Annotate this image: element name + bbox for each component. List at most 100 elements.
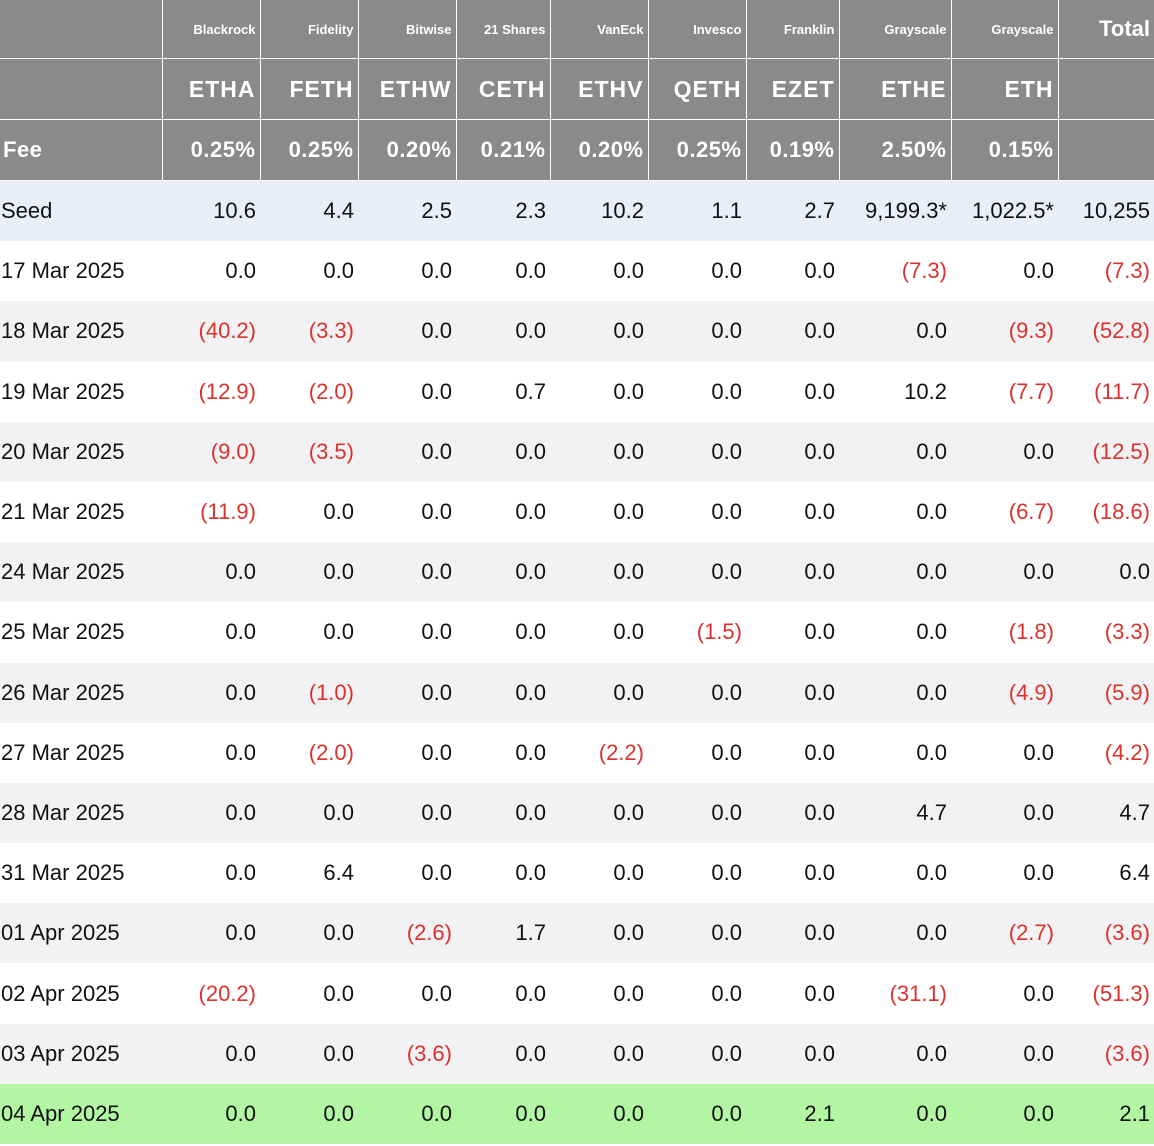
flow-cell: 0.0: [839, 602, 951, 663]
table-row: 17 Mar 2025 0.0 0.0 0.0 0.0 0.0 0.0 0.0 (7.3) 0.0…: [0, 241, 1154, 302]
flow-cell: 0.0: [648, 1023, 746, 1084]
flow-cell: 0.0: [648, 241, 746, 302]
flow-cell: 0.0: [648, 421, 746, 482]
total-cell: (51.3): [1058, 963, 1154, 1024]
flow-cell: 0.0: [260, 602, 358, 663]
flow-cell: 0.0: [358, 722, 456, 783]
ticker-total-cell: [1057, 58, 1154, 120]
ticker-header: QETH: [647, 58, 746, 120]
flow-cell: 0.0: [456, 963, 550, 1024]
ticker-corner-cell: [0, 58, 162, 120]
flow-cell: (7.3): [839, 241, 951, 302]
flow-cell: 1.1: [648, 180, 746, 242]
flow-cell: (2.2): [550, 722, 648, 783]
flow-cell: 0.0: [162, 722, 260, 783]
flow-cell: 0.0: [260, 782, 358, 844]
total-cell: (3.6): [1058, 1023, 1154, 1084]
table-row: 20 Mar 2025 (9.0) (3.5) 0.0 0.0 0.0 0.0 0.0 0.0 0…: [0, 421, 1154, 482]
flow-cell: 0.0: [648, 722, 746, 783]
flow-cell: (1.5): [648, 602, 746, 663]
flow-cell: 0.0: [839, 903, 951, 964]
flow-cell: 0.0: [550, 843, 648, 904]
flow-cell: 0.0: [648, 361, 746, 422]
flow-cell: 0.0: [260, 542, 358, 603]
ticker-header: ETHA: [161, 58, 260, 120]
table-row: 03 Apr 2025 0.0 0.0 (3.6) 0.0 0.0 0.0 0.0 0.0 0.0…: [0, 1023, 1154, 1084]
flow-cell: 0.0: [550, 421, 648, 482]
flow-cell: 0.7: [456, 361, 550, 422]
issuer-header: Invesco: [647, 0, 746, 59]
ticker-header: CETH: [455, 58, 550, 120]
ticker-header: ETHE: [838, 58, 951, 120]
row-label: 04 Apr 2025: [0, 1083, 162, 1144]
flow-cell: 0.0: [162, 241, 260, 302]
flow-cell: 2.1: [746, 1083, 839, 1144]
ticker-header: EZET: [745, 58, 839, 120]
total-cell: (5.9): [1058, 662, 1154, 723]
issuer-header: Franklin: [745, 0, 839, 59]
flow-cell: 0.0: [951, 542, 1058, 603]
flow-cell: 0.0: [951, 1023, 1058, 1084]
flow-cell: 9,199.3*: [839, 180, 951, 242]
table-row: 19 Mar 2025 (12.9) (2.0) 0.0 0.7 0.0 0.0 0.0 10.…: [0, 361, 1154, 422]
total-cell: (3.6): [1058, 903, 1154, 964]
row-label: Seed: [0, 180, 162, 242]
flow-cell: 0.0: [456, 1083, 550, 1144]
flow-cell: 0.0: [648, 903, 746, 964]
flow-cell: 0.0: [746, 1023, 839, 1084]
table-row: 27 Mar 2025 0.0 (2.0) 0.0 0.0 (2.2) 0.0 0.0 0.0 0…: [0, 722, 1154, 783]
flow-cell: 0.0: [162, 1023, 260, 1084]
flow-cell: 0.0: [456, 843, 550, 904]
fee-value: 0.20%: [549, 119, 648, 181]
corner-cell: [0, 0, 162, 59]
table-row: 31 Mar 2025 0.0 6.4 0.0 0.0 0.0 0.0 0.0 0.0 0.0 6.…: [0, 843, 1154, 904]
flow-cell: 2.3: [456, 180, 550, 242]
table-row: 01 Apr 2025 0.0 0.0 (2.6) 1.7 0.0 0.0 0.0 0.0 (2.…: [0, 903, 1154, 964]
flow-cell: (3.6): [358, 1023, 456, 1084]
row-label: 28 Mar 2025: [0, 782, 162, 844]
flow-cell: 0.0: [456, 241, 550, 302]
fee-value: 2.50%: [838, 119, 951, 181]
flow-cell: 0.0: [550, 782, 648, 844]
flow-cell: 0.0: [550, 542, 648, 603]
flow-cell: 0.0: [746, 843, 839, 904]
flow-cell: 0.0: [648, 542, 746, 603]
flow-cell: 10.2: [550, 180, 648, 242]
flow-cell: 10.2: [839, 361, 951, 422]
flow-cell: (20.2): [162, 963, 260, 1024]
flow-cell: 0.0: [358, 481, 456, 543]
flow-cell: (31.1): [839, 963, 951, 1024]
flow-cell: 1,022.5*: [951, 180, 1058, 242]
flow-cell: 2.5: [358, 180, 456, 242]
flow-cell: 0.0: [358, 782, 456, 844]
flow-cell: 0.0: [550, 963, 648, 1024]
flow-cell: 0.0: [550, 602, 648, 663]
flow-cell: 0.0: [746, 903, 839, 964]
total-cell: 10,255: [1058, 180, 1154, 242]
flow-cell: 0.0: [839, 421, 951, 482]
flow-cell: 0.0: [746, 542, 839, 603]
ticker-header: FETH: [259, 58, 358, 120]
issuer-header: Grayscale: [950, 0, 1058, 59]
ticker-header-row: ETHA FETH ETHW CETH ETHV QETH EZET ETHE …: [0, 58, 1154, 120]
flow-cell: 0.0: [358, 843, 456, 904]
flow-cell: 0.0: [550, 1023, 648, 1084]
flow-cell: 0.0: [358, 542, 456, 603]
flow-cell: 0.0: [456, 662, 550, 723]
flow-cell: 10.6: [162, 180, 260, 242]
flow-cell: 4.4: [260, 180, 358, 242]
table-row: 26 Mar 2025 0.0 (1.0) 0.0 0.0 0.0 0.0 0.0 0.0 (4.…: [0, 662, 1154, 723]
issuer-header: Blackrock: [161, 0, 260, 59]
table-row: 18 Mar 2025 (40.2) (3.3) 0.0 0.0 0.0 0.0 0.0 0.0…: [0, 301, 1154, 362]
flow-cell: 4.7: [839, 782, 951, 844]
flow-cell: (2.0): [260, 722, 358, 783]
flow-cell: 0.0: [358, 1083, 456, 1144]
flow-cell: 0.0: [648, 481, 746, 543]
total-cell: (11.7): [1058, 361, 1154, 422]
row-label: 01 Apr 2025: [0, 903, 162, 964]
row-label: 27 Mar 2025: [0, 722, 162, 783]
flow-cell: 0.0: [358, 963, 456, 1024]
flow-cell: (2.7): [951, 903, 1058, 964]
flow-cell: (40.2): [162, 301, 260, 362]
